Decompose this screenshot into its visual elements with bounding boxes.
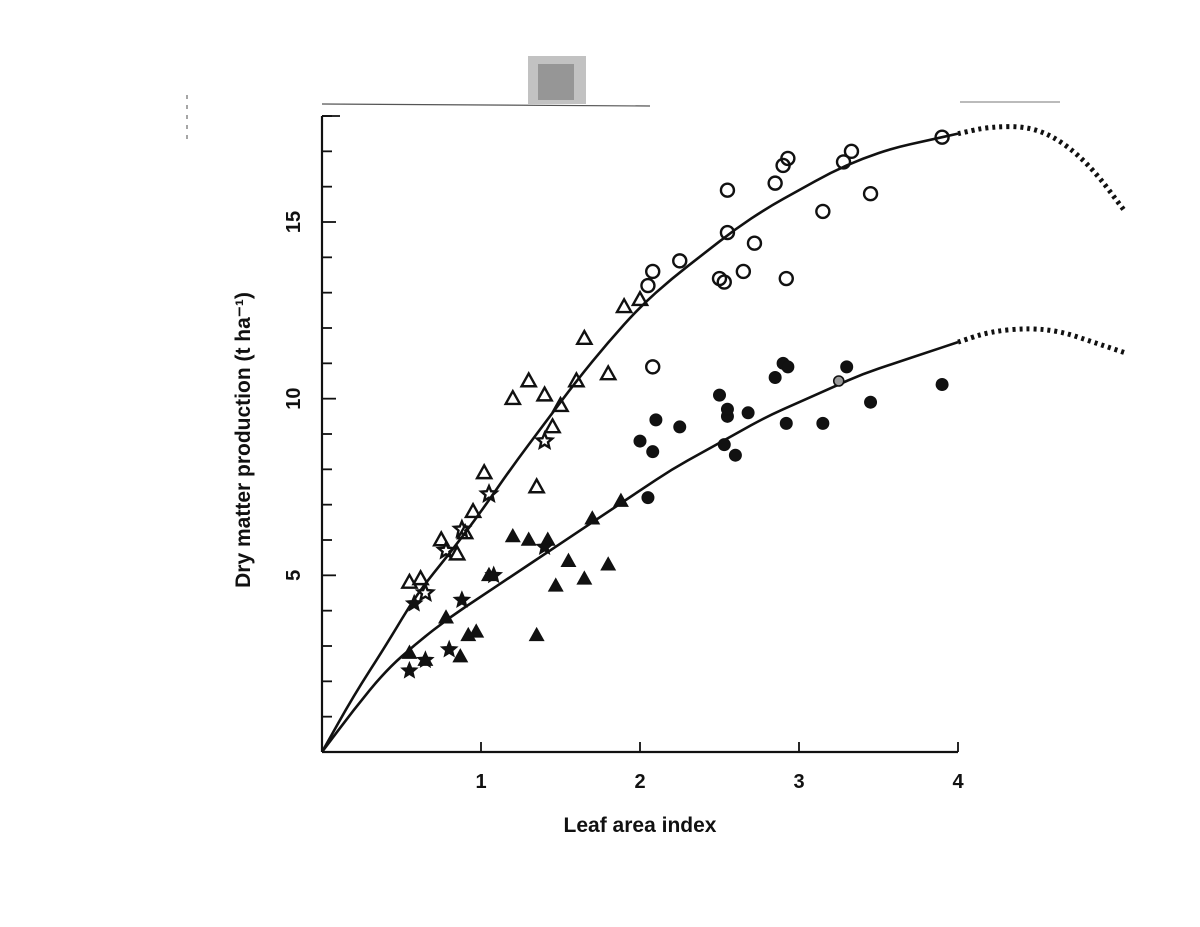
data-point-open-circle bbox=[716, 274, 732, 290]
data-points bbox=[400, 129, 950, 679]
data-point-open-triangle bbox=[599, 363, 618, 381]
data-point-filled-triangle bbox=[560, 552, 577, 567]
data-point-open-triangle bbox=[400, 572, 419, 589]
data-point-filled-circle bbox=[717, 438, 731, 452]
data-point-filled-circle bbox=[646, 445, 660, 459]
data-point-open-circle bbox=[778, 270, 794, 287]
data-point-filled-circle bbox=[633, 434, 647, 448]
data-point-filled-star bbox=[416, 650, 435, 669]
data-point-open-triangle bbox=[519, 371, 538, 388]
data-point-filled-star bbox=[439, 639, 459, 658]
data-point-filled-circle bbox=[781, 360, 795, 374]
data-point-open-triangle bbox=[567, 371, 586, 388]
data-point-filled-triangle bbox=[504, 527, 521, 543]
data-point-open-triangle bbox=[463, 501, 483, 519]
scan-artifacts bbox=[186, 56, 1060, 145]
data-point-filled-triangle bbox=[576, 570, 593, 585]
x-tick-label: 2 bbox=[634, 771, 645, 793]
data-point-filled-circle bbox=[768, 370, 782, 384]
data-point-filled-triangle bbox=[401, 644, 418, 659]
scan-smudge bbox=[528, 56, 586, 104]
x-tick-label: 3 bbox=[793, 771, 804, 793]
data-point-filled-circle bbox=[649, 413, 663, 427]
data-point-filled-circle bbox=[935, 378, 949, 392]
data-point-open-circle bbox=[780, 150, 796, 167]
data-point-filled-triangle bbox=[528, 626, 545, 642]
data-point-filled-star bbox=[400, 660, 419, 679]
data-point-open-circle bbox=[735, 263, 752, 280]
data-point-open-star bbox=[414, 581, 436, 603]
data-point-open-triangle bbox=[432, 530, 451, 547]
fitted-curve-extrapolated bbox=[957, 124, 1127, 213]
x-axis-label: Leaf area index bbox=[564, 814, 717, 837]
data-point-half-circle bbox=[832, 375, 845, 387]
scan-top-rule bbox=[321, 103, 651, 107]
x-tick-label: 1 bbox=[475, 771, 486, 793]
data-point-open-triangle bbox=[543, 416, 562, 434]
data-point-open-circle bbox=[719, 224, 736, 241]
y-tick-label: 10 bbox=[283, 388, 305, 410]
data-point-open-triangle bbox=[535, 385, 554, 402]
data-point-open-star bbox=[534, 429, 556, 450]
data-point-filled-circle bbox=[779, 416, 793, 430]
data-point-filled-triangle bbox=[452, 648, 469, 663]
data-point-open-circle bbox=[767, 175, 783, 191]
data-point-filled-circle bbox=[840, 360, 854, 374]
data-point-filled-triangle bbox=[520, 531, 537, 546]
fitted-curve bbox=[320, 340, 959, 753]
data-point-filled-circle bbox=[720, 402, 734, 416]
data-point-open-circle bbox=[815, 203, 831, 220]
data-point-open-triangle bbox=[475, 462, 494, 480]
fitted-curve-extrapolated bbox=[957, 326, 1126, 356]
y-tick-label: 5 bbox=[283, 570, 305, 581]
data-point-filled-circle bbox=[641, 491, 655, 505]
data-point-open-triangle bbox=[630, 289, 650, 307]
data-point-open-circle bbox=[672, 253, 688, 269]
data-point-open-circle bbox=[645, 359, 661, 375]
data-point-filled-circle bbox=[728, 448, 742, 462]
data-point-filled-circle bbox=[673, 420, 687, 434]
data-point-filled-star bbox=[452, 590, 472, 608]
data-point-open-triangle bbox=[447, 544, 467, 561]
data-point-open-star bbox=[451, 518, 473, 539]
data-point-open-circle bbox=[746, 235, 763, 251]
data-point-open-triangle bbox=[455, 522, 475, 540]
data-point-open-circle bbox=[843, 143, 860, 160]
data-point-filled-circle bbox=[741, 406, 755, 420]
data-point-filled-star bbox=[484, 565, 504, 584]
data-point-filled-triangle bbox=[468, 623, 485, 638]
y-tick-label: 15 bbox=[283, 211, 305, 233]
data-point-filled-triangle bbox=[584, 510, 601, 525]
data-point-open-triangle bbox=[527, 477, 546, 494]
data-point-open-circle bbox=[862, 186, 879, 202]
data-point-filled-circle bbox=[864, 395, 878, 409]
data-point-filled-circle bbox=[816, 416, 830, 430]
axes: 1 2 3 4 5 10 15 bbox=[283, 115, 964, 793]
data-point-filled-star bbox=[404, 593, 424, 612]
data-point-open-star bbox=[478, 483, 500, 503]
data-point-open-circle bbox=[719, 182, 736, 198]
x-tick-label: 4 bbox=[952, 771, 964, 793]
data-point-open-triangle bbox=[503, 388, 522, 406]
y-axis-label: Dry matter production (t ha⁻¹) bbox=[232, 292, 255, 588]
data-point-open-triangle bbox=[575, 328, 594, 346]
data-point-filled-triangle bbox=[612, 492, 629, 507]
data-point-open-triangle bbox=[411, 568, 430, 586]
data-point-filled-triangle bbox=[438, 609, 454, 624]
data-point-open-star bbox=[435, 539, 457, 560]
data-point-open-circle bbox=[934, 129, 950, 145]
data-point-filled-circle bbox=[713, 388, 726, 402]
data-point-filled-triangle bbox=[600, 556, 617, 571]
data-point-open-circle bbox=[640, 277, 656, 294]
data-point-open-triangle bbox=[614, 296, 634, 314]
data-point-filled-star bbox=[535, 537, 554, 555]
data-point-open-triangle bbox=[551, 395, 570, 413]
data-point-filled-triangle bbox=[547, 577, 564, 592]
data-point-open-circle bbox=[645, 263, 661, 280]
scan-smudge-core bbox=[538, 64, 574, 100]
data-point-open-circle bbox=[835, 154, 852, 170]
